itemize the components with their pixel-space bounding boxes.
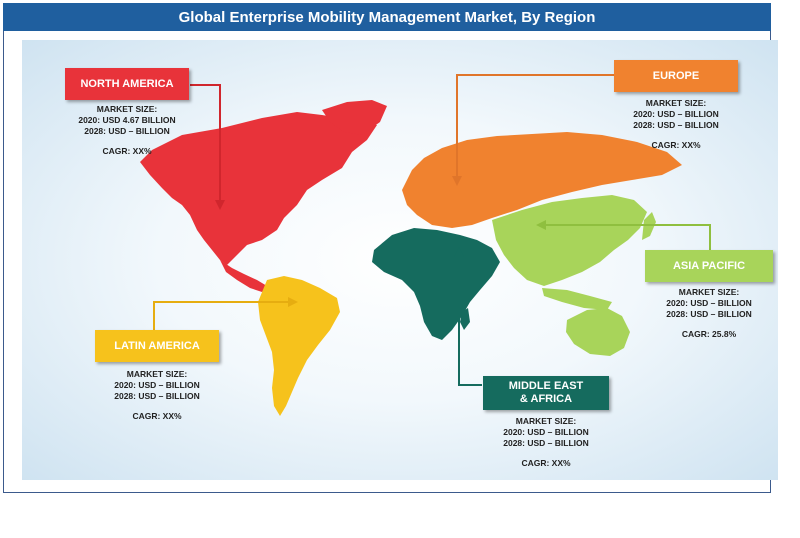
arrowhead-middle-east-africa <box>454 247 464 257</box>
region-asia-pacific <box>492 195 647 286</box>
middle-east-africa-label-line2: & AFRICA <box>519 393 573 405</box>
europe-cagr: CAGR: XX% <box>651 140 701 150</box>
north-america-2028: 2028: USD – BILLION <box>84 126 170 136</box>
region-latin-america <box>258 276 340 416</box>
region-middle-east-africa <box>372 228 500 340</box>
region-madagascar <box>460 308 470 330</box>
connector-latin-america <box>153 301 292 330</box>
middle-east-africa-stats: MARKET SIZE: 2020: USD – BILLION 2028: U… <box>486 416 606 469</box>
region-southeast-asia <box>542 288 612 310</box>
north-america-market-size-label: MARKET SIZE: <box>96 104 158 114</box>
world-map <box>140 74 711 416</box>
middle-east-africa-label: MIDDLE EAST & AFRICA <box>483 376 609 410</box>
latin-america-cagr: CAGR: XX% <box>132 411 182 421</box>
asia-pacific-market-size-label: MARKET SIZE: <box>678 287 740 297</box>
latin-america-2028: 2028: USD – BILLION <box>114 391 200 401</box>
middle-east-africa-cagr: CAGR: XX% <box>521 458 571 468</box>
asia-pacific-cagr: CAGR: 25.8% <box>681 329 737 339</box>
asia-pacific-2028: 2028: USD – BILLION <box>666 309 752 319</box>
middle-east-africa-2028: 2028: USD – BILLION <box>503 438 589 448</box>
region-north-america <box>140 112 377 265</box>
page-title: Global Enterprise Mobility Management Ma… <box>3 3 771 31</box>
north-america-cagr: CAGR: XX% <box>102 146 152 156</box>
middle-east-africa-label-line1: MIDDLE EAST <box>508 380 584 392</box>
connector-europe <box>456 74 614 180</box>
europe-2020: 2020: USD – BILLION <box>633 109 719 119</box>
region-central-america <box>220 260 267 292</box>
europe-stats: MARKET SIZE: 2020: USD – BILLION 2028: U… <box>616 98 736 151</box>
europe-2028: 2028: USD – BILLION <box>633 120 719 130</box>
europe-market-size-label: MARKET SIZE: <box>645 98 707 108</box>
middle-east-africa-2020: 2020: USD – BILLION <box>503 427 589 437</box>
north-america-label: NORTH AMERICA <box>65 68 189 100</box>
europe-label: EUROPE <box>614 60 738 92</box>
asia-pacific-label: ASIA PACIFIC <box>645 250 773 282</box>
asia-pacific-stats: MARKET SIZE: 2020: USD – BILLION 2028: U… <box>649 287 769 340</box>
region-greenland <box>322 100 387 135</box>
region-europe <box>402 132 682 228</box>
arrowhead-asia-pacific <box>536 220 546 230</box>
region-australia <box>566 308 630 356</box>
latin-america-market-size-label: MARKET SIZE: <box>126 369 188 379</box>
latin-america-2020: 2020: USD – BILLION <box>114 380 200 390</box>
map-panel: NORTH AMERICA MARKET SIZE: 2020: USD 4.6… <box>22 40 778 480</box>
north-america-stats: MARKET SIZE: 2020: USD 4.67 BILLION 2028… <box>67 104 187 157</box>
latin-america-stats: MARKET SIZE: 2020: USD – BILLION 2028: U… <box>97 369 217 422</box>
middle-east-africa-market-size-label: MARKET SIZE: <box>515 416 577 426</box>
connector-north-america <box>190 84 221 205</box>
arrowhead-latin-america <box>288 297 298 307</box>
latin-america-label: LATIN AMERICA <box>95 330 219 362</box>
arrowhead-europe <box>452 176 462 186</box>
connector-middle-east-africa <box>458 252 482 386</box>
connector-asia-pacific <box>542 224 711 250</box>
north-america-2020: 2020: USD 4.67 BILLION <box>78 115 176 125</box>
arrowhead-north-america <box>215 200 225 210</box>
asia-pacific-2020: 2020: USD – BILLION <box>666 298 752 308</box>
